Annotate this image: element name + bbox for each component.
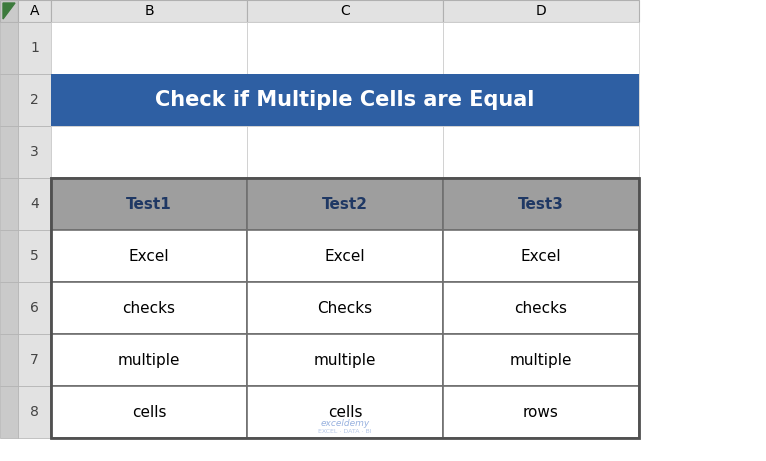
Text: multiple: multiple [314,353,376,367]
Bar [247,0,443,22]
Text: Excel: Excel [129,248,169,264]
Bar [247,386,443,438]
Text: checks: checks [515,301,568,315]
Bar [247,126,443,178]
Text: EXCEL · DATA · BI: EXCEL · DATA · BI [318,429,372,434]
Text: 6: 6 [30,301,39,315]
Bar [51,230,247,282]
Text: 2: 2 [30,93,39,107]
Bar [0,74,18,126]
Bar [18,126,51,178]
Bar [247,334,443,386]
Bar [0,178,18,230]
Bar [443,22,639,74]
Bar [443,282,639,334]
Bar [51,334,247,386]
Bar [443,230,639,282]
Text: A: A [30,4,39,18]
Text: Excel: Excel [521,248,561,264]
Polygon shape [3,3,15,19]
Bar [443,334,639,386]
Text: Check if Multiple Cells are Equal: Check if Multiple Cells are Equal [155,90,535,110]
Bar [247,334,443,386]
Bar [51,334,247,386]
Bar [247,74,443,126]
Text: exceldemy: exceldemy [320,419,370,428]
Bar [247,230,443,282]
Bar [443,230,639,282]
Bar [0,22,18,74]
Text: 8: 8 [30,405,39,419]
Text: checks: checks [123,301,175,315]
Text: 1: 1 [30,41,39,55]
Bar [18,230,51,282]
Text: multiple: multiple [509,353,572,367]
Bar [0,282,18,334]
Bar [443,126,639,178]
Bar [443,386,639,438]
Bar [443,282,639,334]
Bar [443,334,639,386]
Text: D: D [535,4,546,18]
Bar [0,386,18,438]
Bar [51,178,247,230]
Bar [443,178,639,230]
Bar [51,0,247,22]
Bar [51,178,247,230]
Text: Checks: Checks [317,301,372,315]
Text: C: C [340,4,350,18]
Text: 7: 7 [30,353,39,367]
Bar [0,126,18,178]
Bar [18,22,51,74]
Bar [247,22,443,74]
Bar [443,386,639,438]
Bar [51,22,247,74]
Bar [18,178,51,230]
Bar [0,0,18,22]
Text: Test3: Test3 [518,196,564,212]
Bar [51,126,247,178]
Bar [247,230,443,282]
Bar [51,74,639,126]
Text: Test2: Test2 [322,196,368,212]
Text: 3: 3 [30,145,39,159]
Bar [443,178,639,230]
Text: B: B [144,4,154,18]
Text: cells: cells [132,404,166,420]
Text: Test1: Test1 [126,196,172,212]
Text: rows: rows [523,404,559,420]
Text: 5: 5 [30,249,39,263]
Bar [51,386,247,438]
Bar [443,74,639,126]
Bar [247,178,443,230]
Bar [51,282,247,334]
Bar [51,282,247,334]
Bar [247,386,443,438]
Bar [18,334,51,386]
Text: cells: cells [328,404,362,420]
Bar [443,0,639,22]
Bar [247,178,443,230]
Text: 4: 4 [30,197,39,211]
Text: Excel: Excel [325,248,365,264]
Bar [18,282,51,334]
Bar [247,282,443,334]
Bar [51,230,247,282]
Text: multiple: multiple [118,353,180,367]
Bar [18,74,51,126]
Bar [18,386,51,438]
Bar [247,282,443,334]
Bar [0,230,18,282]
Bar [18,0,51,22]
Bar [51,178,639,438]
Bar [51,386,247,438]
Bar [51,74,247,126]
Bar [0,334,18,386]
